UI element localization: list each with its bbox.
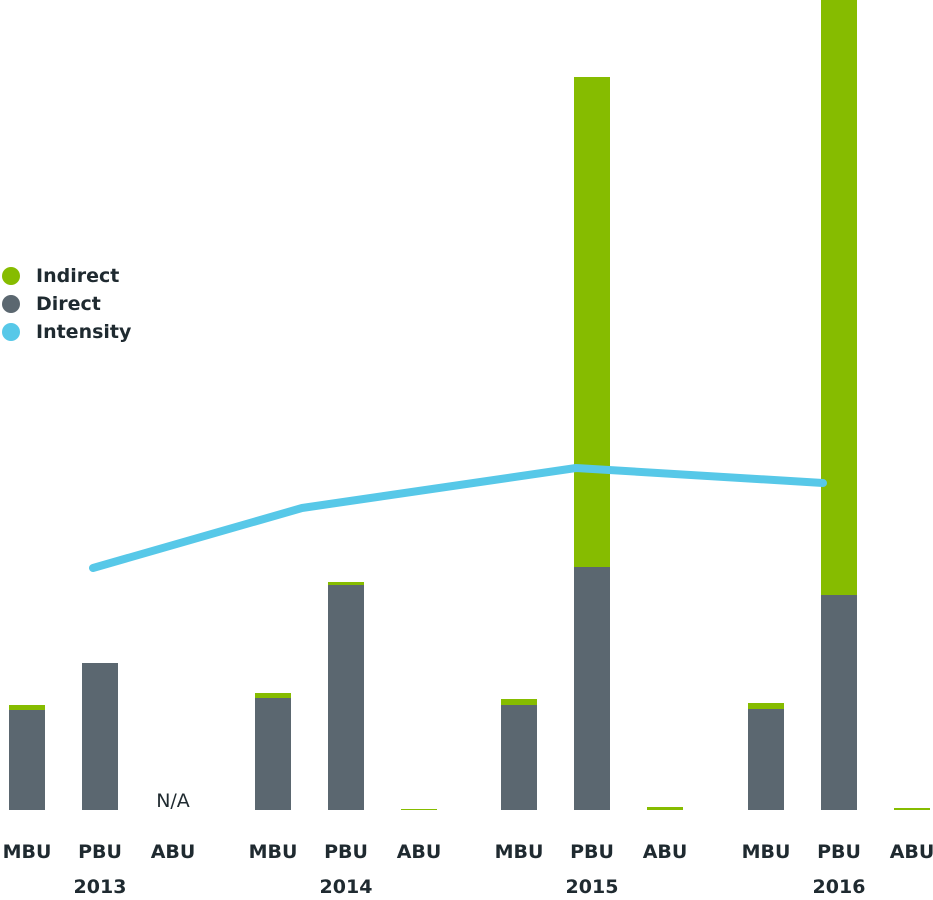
bar-indirect-abu-2014 <box>401 809 437 810</box>
legend-label-intensity: Intensity <box>36 321 132 343</box>
legend-label-indirect: Indirect <box>36 265 120 287</box>
bar-indirect-mbu-2016 <box>748 703 784 709</box>
tick-label-mbu-2015: MBU <box>495 841 544 863</box>
bar-indirect-mbu-2013 <box>9 705 45 710</box>
bar-direct-mbu-2014 <box>255 698 291 810</box>
bar-direct-pbu-2014 <box>328 585 364 810</box>
bar-direct-mbu-2016 <box>748 709 784 810</box>
legend-swatch-direct <box>2 295 20 313</box>
tick-label-mbu-2016: MBU <box>742 841 791 863</box>
tick-label-pbu-2016: PBU <box>817 841 861 863</box>
year-label-2016: 2016 <box>813 876 866 898</box>
intensity-line <box>89 464 827 572</box>
tick-label-pbu-2013: PBU <box>78 841 122 863</box>
tick-label-abu-2014: ABU <box>397 841 442 863</box>
year-label-2014: 2014 <box>320 876 373 898</box>
tick-label-abu-2016: ABU <box>890 841 933 863</box>
tick-label-abu-2013: ABU <box>151 841 196 863</box>
legend-item-direct: Direct <box>0 290 131 318</box>
legend-swatch-intensity <box>2 323 20 341</box>
na-label-abu-2013: N/A <box>156 790 190 812</box>
tick-label-abu-2015: ABU <box>643 841 688 863</box>
year-label-2013: 2013 <box>74 876 127 898</box>
legend-item-intensity: Intensity <box>0 318 131 346</box>
legend-swatch-indirect <box>2 267 20 285</box>
bar-indirect-abu-2015 <box>647 807 683 810</box>
intensity-layer <box>89 464 827 572</box>
year-label-2015: 2015 <box>566 876 619 898</box>
bar-direct-mbu-2015 <box>501 705 537 810</box>
bar-indirect-pbu-2014 <box>328 582 364 585</box>
tick-label-pbu-2015: PBU <box>570 841 614 863</box>
bars-layer <box>9 0 930 810</box>
legend-label-direct: Direct <box>36 293 101 315</box>
tick-label-mbu-2014: MBU <box>249 841 298 863</box>
axis-labels-layer: MBU PBU N/A ABU 2013 MBU PBU ABU 2014 MBU PBU ABU 20… <box>3 790 933 898</box>
bar-indirect-pbu-2016 <box>821 0 857 595</box>
bar-direct-mbu-2013 <box>9 710 45 810</box>
bar-direct-pbu-2015 <box>574 567 610 810</box>
bar-indirect-mbu-2014 <box>255 693 291 698</box>
tick-label-mbu-2013: MBU <box>3 841 52 863</box>
legend-item-indirect: Indirect <box>0 262 131 290</box>
tick-label-pbu-2014: PBU <box>324 841 368 863</box>
bar-direct-pbu-2016 <box>821 595 857 810</box>
bar-indirect-abu-2016 <box>894 808 930 810</box>
bar-direct-pbu-2013 <box>82 663 118 810</box>
bar-indirect-mbu-2015 <box>501 699 537 705</box>
bar-indirect-pbu-2015 <box>574 77 610 567</box>
legend: Indirect Direct Intensity <box>0 262 131 346</box>
